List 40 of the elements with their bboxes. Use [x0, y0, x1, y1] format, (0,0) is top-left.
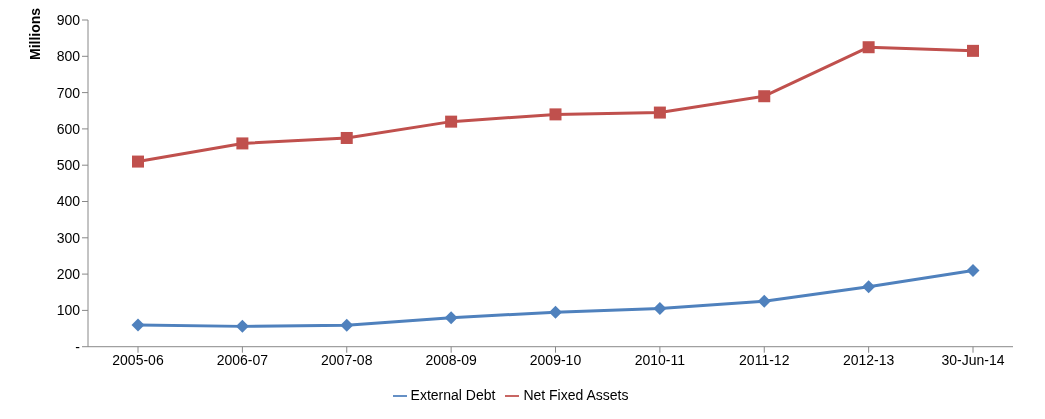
- y-tick-label: -: [75, 338, 81, 355]
- point: [653, 106, 666, 119]
- point: [235, 319, 249, 333]
- point: [131, 318, 145, 332]
- y-tick-label: 400: [56, 193, 81, 210]
- point: [236, 137, 249, 150]
- y-tick-label: 700: [56, 84, 81, 101]
- legend-label: Net Fixed Assets: [523, 386, 629, 403]
- x-tick-label: 2011-12: [739, 351, 790, 368]
- point: [757, 294, 771, 308]
- point: [132, 155, 144, 168]
- x-tick-label: 2007-08: [321, 351, 373, 368]
- point: [340, 131, 353, 144]
- y-axis-title: Millions: [26, 7, 43, 60]
- point: [967, 44, 979, 57]
- y-tick-label: 100: [56, 302, 81, 319]
- point: [340, 318, 354, 332]
- y-tick-label: 500: [56, 157, 81, 174]
- point: [862, 280, 876, 294]
- x-tick-label: 2008-09: [425, 351, 478, 368]
- point: [862, 41, 875, 54]
- x-tick-label: 30-Jun-14: [941, 351, 1005, 368]
- x-tick-label: 2012-13: [842, 351, 895, 368]
- y-tick-label: 300: [56, 229, 81, 246]
- y-tick-label: 600: [56, 120, 81, 137]
- y-tick-label: 900: [56, 11, 81, 28]
- y-tick-label: 200: [56, 266, 81, 283]
- x-tick-label: 2010-11: [634, 351, 686, 368]
- x-tick-label: 2009-10: [529, 351, 582, 368]
- legend-label: External Debt: [410, 386, 496, 403]
- point: [444, 311, 458, 325]
- point: [653, 302, 667, 316]
- point: [549, 305, 562, 319]
- x-tick-label: 2006-07: [216, 351, 269, 368]
- point: [966, 263, 980, 277]
- y-tick-label: 800: [56, 48, 81, 65]
- point: [549, 108, 562, 121]
- point: [758, 90, 771, 103]
- point: [445, 115, 458, 128]
- x-tick-label: 2005-06: [112, 351, 164, 368]
